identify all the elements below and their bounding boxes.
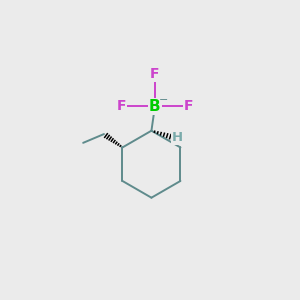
Text: −: − bbox=[159, 94, 168, 104]
Text: F: F bbox=[117, 100, 126, 113]
Text: B: B bbox=[149, 99, 161, 114]
Text: H: H bbox=[172, 131, 183, 144]
Text: F: F bbox=[184, 100, 193, 113]
Text: F: F bbox=[150, 67, 160, 81]
